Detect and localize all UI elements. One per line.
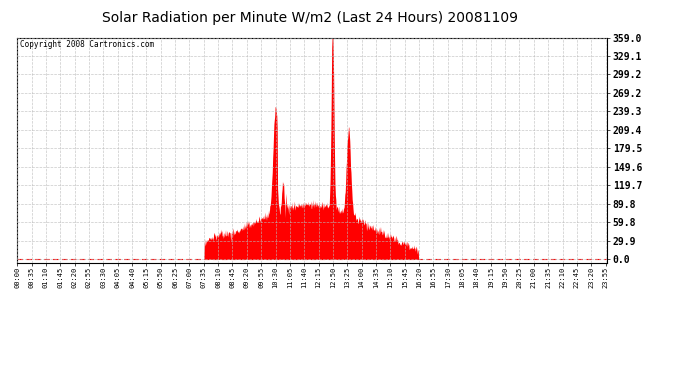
Text: Copyright 2008 Cartronics.com: Copyright 2008 Cartronics.com — [20, 40, 155, 49]
Text: Solar Radiation per Minute W/m2 (Last 24 Hours) 20081109: Solar Radiation per Minute W/m2 (Last 24… — [103, 11, 518, 25]
